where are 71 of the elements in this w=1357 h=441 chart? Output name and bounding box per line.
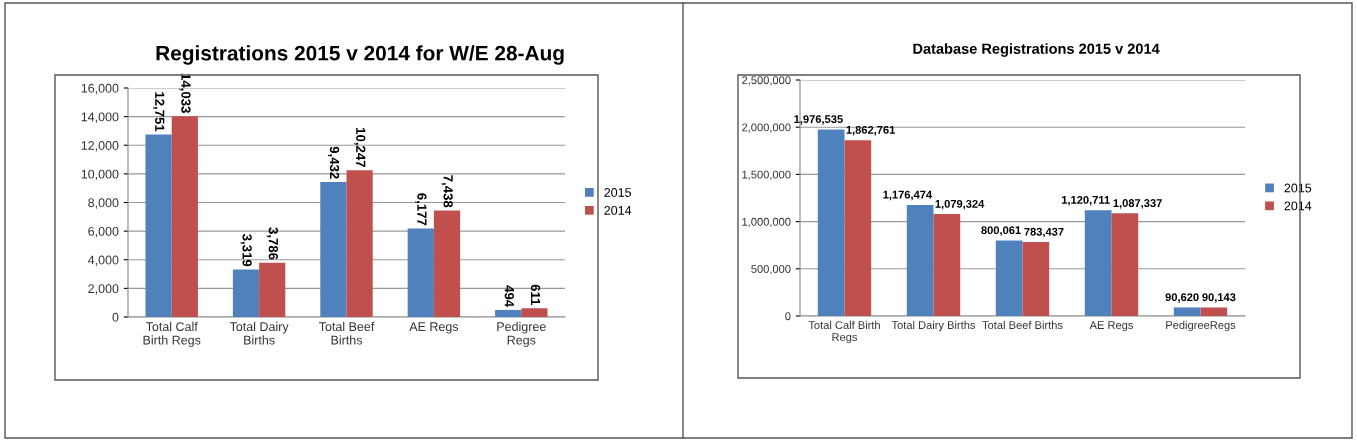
legend-label: 2015: [1284, 183, 1312, 193]
data-label: 3,786: [266, 227, 279, 260]
y-tick-label: 10,000: [81, 169, 119, 180]
y-tick-label: 2,000: [88, 284, 119, 295]
x-tick-label: Total Calf Birth Regs: [143, 321, 201, 347]
bar: [521, 308, 548, 317]
bar: [1022, 242, 1050, 316]
bar: [995, 240, 1023, 316]
legend-label: 2015: [604, 188, 632, 197]
bar: [433, 210, 461, 317]
data-label: 1,087,337: [1113, 199, 1162, 209]
bar: [1111, 213, 1139, 316]
data-label: 6,177: [415, 193, 427, 226]
y-tick-label: 8,000: [88, 198, 119, 209]
bar: [817, 129, 845, 316]
bar: [1200, 307, 1228, 316]
legend-label: 2014: [1284, 201, 1312, 211]
x-tick-label: AE Regs: [409, 322, 459, 334]
y-tick-label: 4,000: [87, 255, 119, 266]
data-label: 494: [504, 285, 514, 308]
x-tick-label: Total Beef Births: [318, 321, 375, 345]
y-tick-label: 2,500,000: [742, 76, 791, 86]
data-label: 14,033: [179, 73, 191, 113]
y-tick-label: 14,000: [81, 112, 119, 123]
x-tick-label: Total Dairy Births: [229, 321, 289, 345]
data-label: 12,751: [153, 92, 165, 132]
y-tick-label: 6,000: [88, 226, 119, 238]
data-label: 1,120,711: [1062, 195, 1110, 206]
y-tick-label: 0: [785, 312, 791, 321]
y-tick-label: 12,000: [81, 141, 119, 152]
data-label: 3,319: [240, 234, 252, 267]
data-label: 800,061: [981, 226, 1021, 236]
x-tick-label: Total Calf Birth Regs: [808, 320, 880, 344]
y-tick-label: 2,000,000: [742, 123, 791, 133]
bar: [232, 269, 260, 317]
data-label: 1,976,535: [794, 115, 843, 125]
data-label: 611: [530, 284, 541, 306]
bar: [320, 182, 347, 317]
chart-title: Registrations 2015 v 2014 for W/E 28-Aug: [156, 45, 564, 65]
bar: [1173, 307, 1201, 316]
data-label: 1,862,761: [846, 125, 896, 136]
bar: [844, 140, 872, 316]
x-tick-label: Pedigree Regs: [497, 321, 546, 347]
y-tick-label: 500,000: [751, 265, 791, 275]
legend-label: 2014: [604, 205, 632, 215]
bar: [346, 170, 373, 317]
x-tick-label: Total Beef Births: [982, 320, 1063, 330]
y-tick-label: 1,500,000: [742, 170, 791, 180]
bar: [906, 204, 934, 316]
y-tick-label: 1,000,000: [742, 217, 791, 228]
x-tick-label: Total Dairy Births: [891, 320, 976, 332]
x-tick-label: AE Regs: [1089, 321, 1134, 332]
data-label: 783,437: [1024, 227, 1064, 238]
bar: [933, 214, 961, 316]
data-label: 9,432: [327, 146, 340, 179]
x-tick-label: PedigreeRegs: [1166, 320, 1236, 332]
bar: [259, 262, 286, 317]
data-label: 10,247: [354, 128, 366, 167]
bar: [495, 309, 522, 317]
bar: [407, 228, 434, 317]
bar: [171, 116, 198, 317]
y-tick-label: 16,000: [81, 83, 119, 95]
data-label: 90,143: [1202, 293, 1236, 303]
bar: [145, 134, 172, 317]
bar: [1084, 210, 1112, 316]
data-label: 7,438: [441, 175, 453, 208]
chart-title: Database Registrations 2015 v 2014: [913, 43, 1160, 57]
y-tick-label: 0: [112, 312, 119, 322]
data-label: 90,620: [1165, 293, 1199, 303]
data-label: 1,079,324: [935, 199, 985, 210]
data-label: 1,176,474: [883, 190, 933, 201]
